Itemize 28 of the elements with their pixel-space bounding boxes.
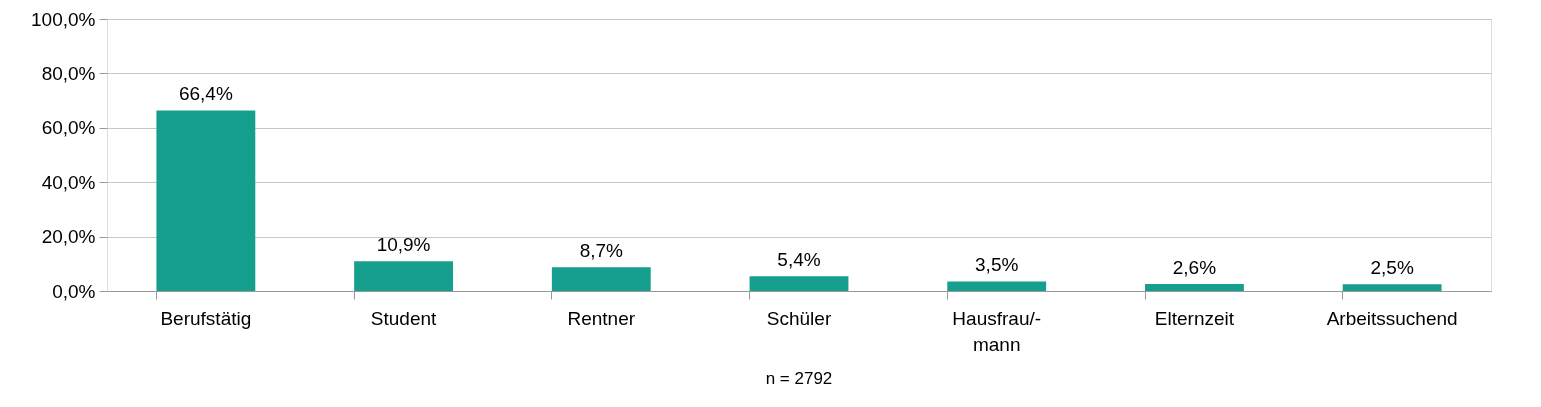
x-tick-label: Rentner bbox=[567, 307, 636, 329]
data-label: 66,4% bbox=[178, 83, 233, 105]
bar bbox=[947, 281, 1047, 291]
bar bbox=[749, 276, 849, 291]
y-tick-label: 0,0% bbox=[52, 280, 96, 302]
x-tick-label: Berufstätig bbox=[160, 307, 252, 329]
x-tick-label: Hausfrau/- mann bbox=[952, 307, 1042, 355]
data-label: 2,5% bbox=[1370, 257, 1414, 279]
data-label: 5,4% bbox=[777, 249, 821, 271]
y-tick-label: 100,0% bbox=[31, 8, 96, 30]
y-tick-label: 80,0% bbox=[41, 62, 96, 84]
bar bbox=[354, 261, 453, 291]
bar bbox=[1145, 283, 1244, 291]
x-tick-label: Arbeitssuchend bbox=[1326, 307, 1458, 329]
x-tick-label: Schüler bbox=[766, 307, 832, 329]
bar bbox=[551, 267, 651, 291]
x-tick-label: Elternzeit bbox=[1154, 307, 1235, 329]
y-tick-label: 60,0% bbox=[41, 117, 96, 139]
bar bbox=[156, 110, 256, 291]
y-tick-label: 20,0% bbox=[41, 226, 96, 248]
data-label: 10,9% bbox=[376, 234, 431, 256]
text: n = 2792 bbox=[765, 369, 833, 388]
data-label: 3,5% bbox=[975, 254, 1019, 276]
bar bbox=[1342, 284, 1442, 291]
x-tick-label: Student bbox=[370, 307, 438, 329]
y-tick-label: 40,0% bbox=[41, 171, 96, 193]
data-label: 8,7% bbox=[579, 240, 624, 262]
data-label: 2,6% bbox=[1172, 256, 1217, 278]
